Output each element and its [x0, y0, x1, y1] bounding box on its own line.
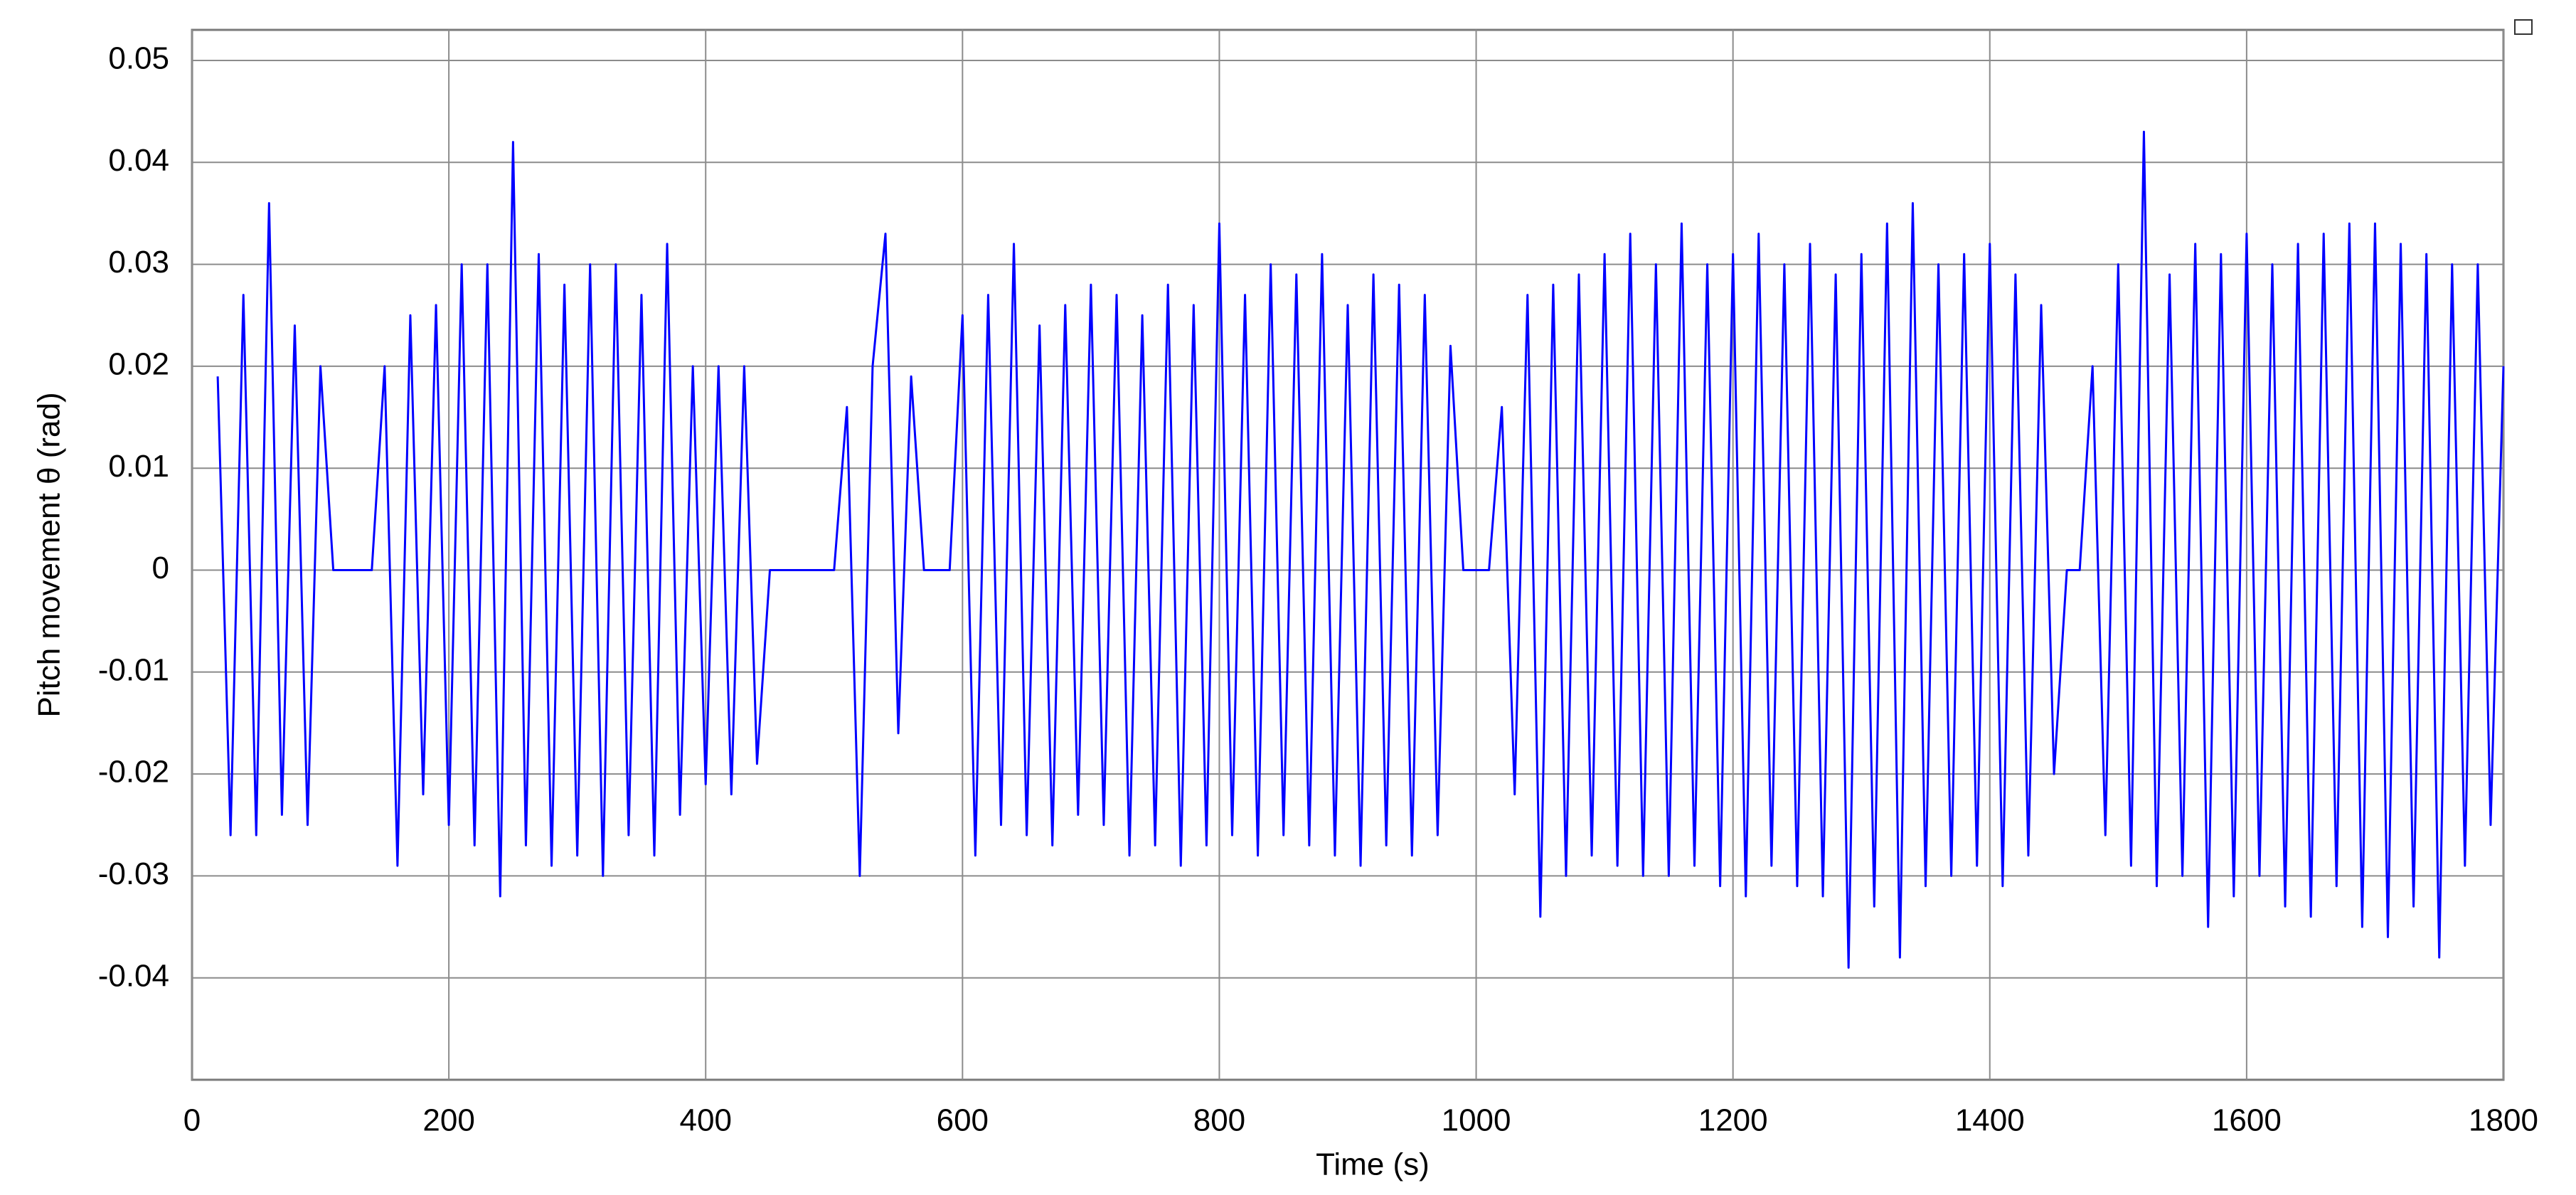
y-tick-label: 0.04	[108, 143, 169, 178]
x-tick-label: 600	[937, 1103, 989, 1138]
x-axis-label: Time (s)	[1316, 1147, 1430, 1182]
y-tick-label: -0.02	[98, 755, 169, 790]
x-tick-label: 1200	[1698, 1103, 1768, 1138]
y-tick-label: -0.03	[98, 856, 169, 891]
x-tick-label: 1800	[2469, 1103, 2538, 1138]
x-tick-label: 1000	[1442, 1103, 1511, 1138]
y-tick-label: -0.01	[98, 652, 169, 687]
corner-icon	[2514, 19, 2533, 35]
y-tick-label: 0.02	[108, 347, 169, 382]
y-tick-label: 0	[152, 551, 169, 585]
x-tick-label: 400	[680, 1103, 732, 1138]
y-axis-label: Pitch movement θ (rad)	[32, 392, 67, 717]
plot-frame	[191, 28, 2505, 1081]
y-tick-label: 0.05	[108, 41, 169, 76]
y-tick-label: 0.01	[108, 449, 169, 484]
signal-line	[216, 130, 2505, 969]
x-tick-label: 1400	[1955, 1103, 2025, 1138]
x-tick-label: 0	[183, 1103, 201, 1138]
x-tick-label: 800	[1193, 1103, 1245, 1138]
x-tick-label: 1600	[2212, 1103, 2282, 1138]
y-tick-label: -0.04	[98, 958, 169, 993]
y-tick-label: 0.03	[108, 245, 169, 280]
x-tick-label: 200	[422, 1103, 474, 1138]
